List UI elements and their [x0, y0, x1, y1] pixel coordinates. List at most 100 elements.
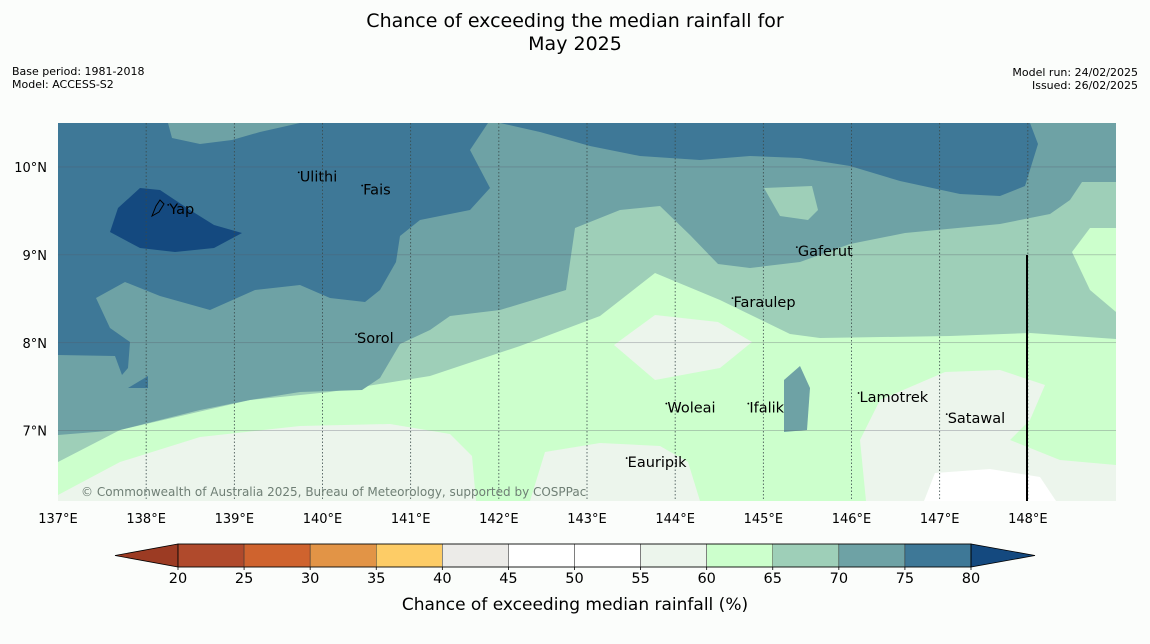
- colorbar-tick-label: 20: [169, 571, 187, 587]
- place-satawal: Satawal: [945, 411, 1005, 427]
- copyright-notice: © Commonwealth of Australia 2025, Bureau…: [81, 485, 586, 499]
- place-marker: [795, 246, 798, 249]
- longitude-tick-label: 142°E: [479, 512, 519, 527]
- place-fais: Fais: [361, 183, 391, 199]
- colorbar-label: Chance of exceeding median rainfall (%): [402, 595, 748, 615]
- place-name: Yap: [168, 202, 194, 218]
- place-marker: [731, 297, 734, 299]
- place-name: Ulithi: [300, 169, 338, 185]
- colorbar-tick-label: 50: [565, 571, 583, 587]
- contour-above-80: [110, 188, 242, 252]
- colorbar-segment: [243, 543, 311, 568]
- place-sorol: Sorol: [355, 331, 394, 347]
- place-name: Eauripik: [628, 455, 687, 471]
- place-marker: [945, 413, 948, 416]
- colorbar-segment: [309, 543, 377, 568]
- contour-70-75-isle: [784, 366, 810, 432]
- place-eauripik: Eauripik: [625, 455, 687, 471]
- colorbar: 20 25 30 35 40 45 50 55 60 65 70 75 80: [114, 543, 1036, 587]
- longitude-tick-label: 143°E: [567, 512, 607, 527]
- colorbar-tick-label: 70: [830, 571, 848, 587]
- colorbar-tick-label: 60: [697, 571, 715, 587]
- colorbar-tick-label: 30: [301, 571, 319, 587]
- place-marker: [167, 204, 170, 206]
- colorbar-segment: [508, 543, 575, 568]
- model-name: Model: ACCESS-S2: [12, 78, 114, 91]
- colorbar-segment: [838, 543, 906, 568]
- latitude-tick-label: 10°N: [14, 161, 47, 176]
- base-period: Base period: 1981-2018: [12, 65, 145, 78]
- longitude-tick-label: 148°E: [1008, 512, 1048, 527]
- longitude-tick-label: 137°E: [38, 512, 78, 527]
- colorbar-tick-label: 45: [499, 571, 517, 587]
- title-line-2: May 2025: [528, 33, 622, 55]
- place-marker: [355, 333, 357, 336]
- contour-55-60-eauripik: [530, 443, 700, 501]
- place-name: Lamotrek: [860, 390, 929, 406]
- place-marker: [625, 457, 628, 459]
- place-ifalik: Ifalik: [747, 401, 785, 417]
- colorbar-segment: [772, 543, 840, 568]
- colorbar-segment: [376, 543, 443, 568]
- meta-right: Model run: 24/02/2025 Issued: 26/02/2025: [1012, 66, 1138, 92]
- longitude-tick-label: 144°E: [655, 512, 695, 527]
- contour-55-60-south: [58, 424, 476, 501]
- yap-island-outline: [151, 199, 165, 218]
- colorbar-tick-label: 40: [433, 571, 451, 587]
- longitude-tick-label: 145°E: [744, 512, 784, 527]
- contour-75-80: [58, 123, 490, 375]
- longitude-tick-label: 139°E: [215, 512, 255, 527]
- contour-50-55-east: [924, 469, 1056, 501]
- longitude-tick-label: 147°E: [920, 512, 960, 527]
- model-run: Model run: 24/02/2025: [1012, 66, 1138, 79]
- colorbar-segment: [574, 543, 641, 568]
- longitude-ticks: 137°E 138°E 139°E 140°E 141°E 142°E 143°E 144°E…: [38, 512, 1047, 527]
- latitude-ticks: 10°N 9°N 8°N 7°N: [14, 161, 47, 440]
- place-faraulep: Faraulep: [731, 295, 796, 311]
- place-marker: [857, 392, 860, 394]
- place-name: Sorol: [357, 331, 394, 347]
- latitude-tick-label: 7°N: [23, 425, 48, 440]
- longitude-tick-label: 146°E: [832, 512, 872, 527]
- colorbar-segment: [904, 543, 972, 568]
- colorbar-tick-label: 80: [962, 571, 980, 587]
- place-name: Ifalik: [749, 401, 784, 417]
- place-name: Fais: [363, 183, 390, 199]
- place-marker: [665, 402, 668, 405]
- issued-date: Issued: 26/02/2025: [1031, 79, 1138, 92]
- longitude-tick-label: 140°E: [303, 512, 343, 527]
- meta-left: Base period: 1981-2018 Model: ACCESS-S2: [12, 65, 144, 91]
- place-name: Woleai: [667, 401, 715, 417]
- colorbar-segment: [442, 543, 509, 568]
- contour-55-60-east: [860, 370, 1116, 501]
- contour-65-70-isle: [764, 186, 818, 220]
- colorbar-segment: [177, 543, 245, 568]
- latitude-tick-label: 9°N: [23, 249, 48, 264]
- colorbar-tick-label: 75: [896, 571, 914, 587]
- colorbar-segment: [706, 543, 774, 568]
- colorbar-extend-above: [970, 543, 1036, 568]
- longitude-tick-label: 138°E: [126, 512, 166, 527]
- contour-60-65-east: [1072, 228, 1116, 312]
- place-marker: [361, 184, 364, 187]
- map-title: Chance of exceeding the median rainfall …: [0, 10, 1150, 56]
- place-gaferut: Gaferut: [795, 244, 853, 260]
- latitude-tick-label: 8°N: [23, 337, 48, 352]
- contour-55-60-central: [614, 315, 752, 380]
- colorbar-tick-label: 25: [235, 571, 253, 587]
- place-marker: [297, 171, 300, 174]
- place-name: Faraulep: [733, 295, 795, 311]
- contour-75-80-south: [128, 376, 148, 388]
- place-name: Gaferut: [798, 244, 853, 260]
- place-name: Satawal: [948, 411, 1005, 427]
- place-marker: [747, 402, 750, 405]
- longitude-tick-label: 141°E: [391, 512, 431, 527]
- place-labels: Yap Ulithi Fais Gaferut Faraulep Sorol Woleai I…: [151, 169, 1005, 471]
- place-ulithi: Ulithi: [297, 169, 338, 185]
- colorbar-tick-label: 65: [764, 571, 782, 587]
- colorbar-tick-label: 55: [631, 571, 649, 587]
- colorbar-tick-label: 35: [367, 571, 385, 587]
- colorbar-extend-below: [114, 543, 179, 568]
- place-yap: Yap: [167, 202, 194, 218]
